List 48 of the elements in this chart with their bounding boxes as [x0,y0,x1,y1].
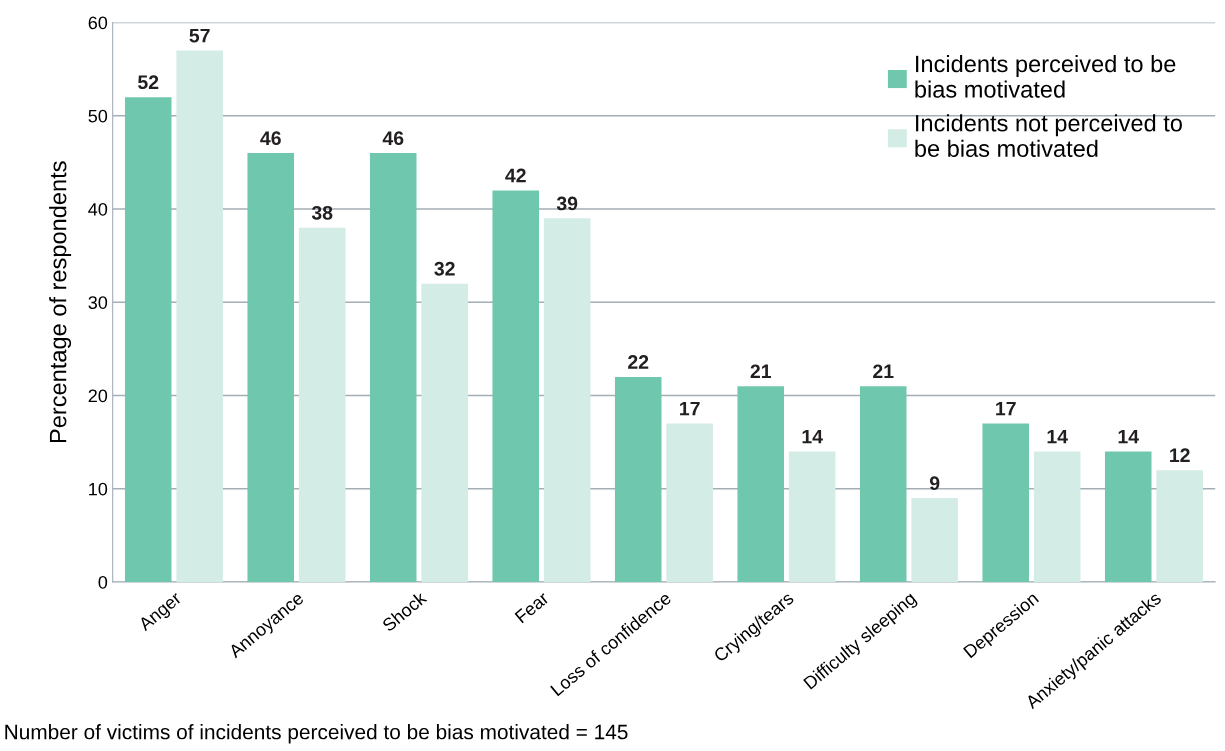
text: Number of victims of incidents perceived to be bias motivated = 145 [5,724,628,744]
bar [1104,451,1152,583]
y-tick-label: 60 [88,16,108,30]
x-tick-label: Fear [514,591,550,624]
data-label: 17 [680,401,700,416]
data-label: 22 [628,355,649,369]
bar [788,451,836,583]
data-label: 52 [138,75,159,90]
data-label: 46 [260,131,281,146]
bar [666,423,713,583]
y-tick-label: 10 [89,482,108,496]
data-label: 38 [311,205,333,220]
data-label: 14 [1118,429,1139,444]
bar [124,97,172,583]
bar [859,386,907,583]
bar [1033,451,1081,583]
data-label: 42 [505,168,526,183]
legend-label: Incidents not perceived to be bias motivated [915,114,1182,157]
data-label: 14 [1047,429,1068,444]
data-label: 9 [929,476,940,491]
data-label: 21 [873,364,894,378]
data-label: 32 [434,261,455,276]
bar [492,190,539,583]
y-tick-label: 0 [98,575,108,589]
bar [911,498,958,583]
bar [369,153,417,583]
data-label: 57 [189,28,210,43]
data-label: 17 [996,401,1016,416]
legend-label: Incidents perceived to be bias motivated [915,54,1176,98]
bar [1156,470,1203,583]
data-label: 21 [750,364,771,378]
data-label: 46 [382,131,404,146]
data-label: 14 [802,429,823,444]
bar [176,50,223,583]
bar [247,153,294,583]
y-tick-label: 40 [88,202,108,216]
bar [298,227,346,583]
y-tick-label: 20 [88,389,108,403]
bar [543,218,591,583]
data-label: 12 [1170,448,1190,462]
data-label: 39 [556,196,578,211]
bar [421,283,468,583]
bar [982,423,1029,583]
y-tick-label: 50 [88,109,108,123]
bar [737,386,784,583]
y-axis-title: Percentage of respondents [49,161,72,443]
y-tick-label: 30 [88,296,108,309]
bar [614,376,662,583]
